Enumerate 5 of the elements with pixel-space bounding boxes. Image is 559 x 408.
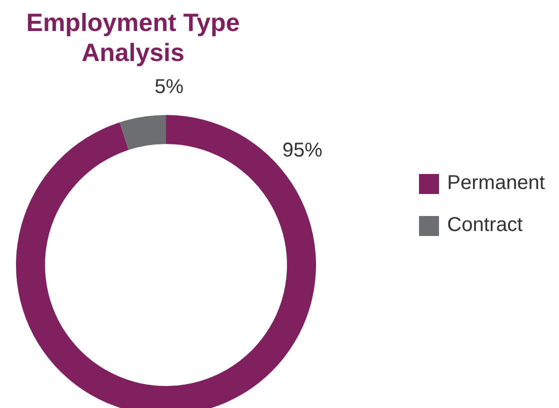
data-label: 95% (282, 140, 323, 162)
legend-label: Contract (447, 214, 523, 236)
legend-label: Permanent (447, 172, 545, 194)
data-label: 5% (154, 76, 184, 98)
chart-title: Employment Type Analysis (25, 8, 241, 68)
